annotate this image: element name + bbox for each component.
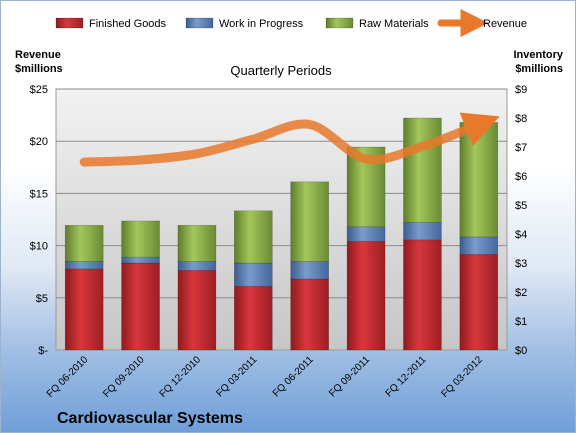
legend-label-work-in-progress: Work in Progress [219,18,304,30]
bar-raw-materials [121,220,160,258]
bar-raw-materials [234,210,273,264]
right-axis-ticks: $0 $1 $2 $3 $4 $5 $6 $7 $8 $9 [515,84,527,357]
legend-swatch-raw-materials [325,17,354,29]
bar-finished-goods [64,268,104,351]
bar-raw-materials [64,225,104,262]
bar-work-in-progress [234,262,273,287]
left-axis-ticks: $- $5 $10 $15 $20 $25 [30,84,49,357]
left-tick-label: $- [38,345,48,357]
bar-work-in-progress [290,261,329,280]
legend-swatch-finished-goods [55,17,84,29]
right-tick-label: $3 [515,258,527,270]
legend-label-raw-materials: Raw Materials [359,18,429,30]
bar-work-in-progress [177,261,217,271]
revenue-series-line [79,112,500,167]
left-axis-title-line2: $millions [15,63,63,75]
right-axis-title-line1: Inventory [513,49,563,61]
right-axis-title-line2: $millions [515,63,563,75]
left-tick-label: $5 [36,293,48,305]
bars [64,117,499,351]
bar-finished-goods [177,269,217,351]
right-tick-label: $6 [515,171,527,183]
legend-label-revenue: Revenue [483,18,527,30]
bar-raw-materials [459,122,499,238]
left-axis-title-line1: Revenue [15,49,61,61]
x-axis-ticks: FQ 06-2010 FQ 09-2010 FQ 12-2010 FQ 03-2011… [45,354,485,400]
legend-label-finished-goods: Finished Goods [89,18,167,30]
legend: Finished Goods Work in Progress Raw Materi… [55,9,527,37]
bar-finished-goods [234,285,273,351]
right-tick-label: $4 [515,229,527,241]
right-tick-label: $8 [515,113,527,125]
left-tick-label: $10 [30,241,48,253]
x-tick-label: FQ 12-2010 [158,354,204,400]
x-tick-label: FQ 12-2011 [384,354,429,399]
right-tick-label: $7 [515,142,527,154]
left-tick-label: $20 [30,136,48,148]
bar-finished-goods [459,254,499,351]
legend-swatch-work-in-progress [185,17,214,29]
bar-finished-goods [403,239,442,351]
right-tick-label: $1 [515,316,527,328]
x-tick-label: FQ 06-2011 [271,354,316,399]
bar-finished-goods [121,262,160,351]
right-tick-label: $0 [515,345,527,357]
bar-raw-materials [290,181,329,262]
bar-raw-materials [403,117,442,223]
company-name: Cardiovascular Systems [57,410,243,427]
right-tick-label: $9 [515,84,527,96]
bar-finished-goods [346,240,386,351]
bar-work-in-progress [346,226,386,242]
x-tick-label: FQ 06-2010 [45,354,91,400]
x-tick-label: FQ 09-2011 [327,354,372,399]
chart-title: Quarterly Periods [230,63,332,78]
x-tick-label: FQ 03-2012 [439,354,485,400]
right-tick-label: $5 [515,200,527,212]
left-tick-label: $25 [30,84,48,96]
x-tick-label: FQ 03-2011 [214,354,259,399]
revenue-line [79,112,500,167]
bar-work-in-progress [403,222,442,241]
bar-finished-goods [290,278,329,351]
bar-work-in-progress [459,236,499,255]
right-tick-label: $2 [515,287,527,299]
bar-work-in-progress [64,261,104,270]
x-tick-label: FQ 09-2010 [101,354,147,400]
left-tick-label: $15 [30,188,48,200]
bar-work-in-progress [121,256,160,264]
bar-raw-materials [177,225,217,262]
